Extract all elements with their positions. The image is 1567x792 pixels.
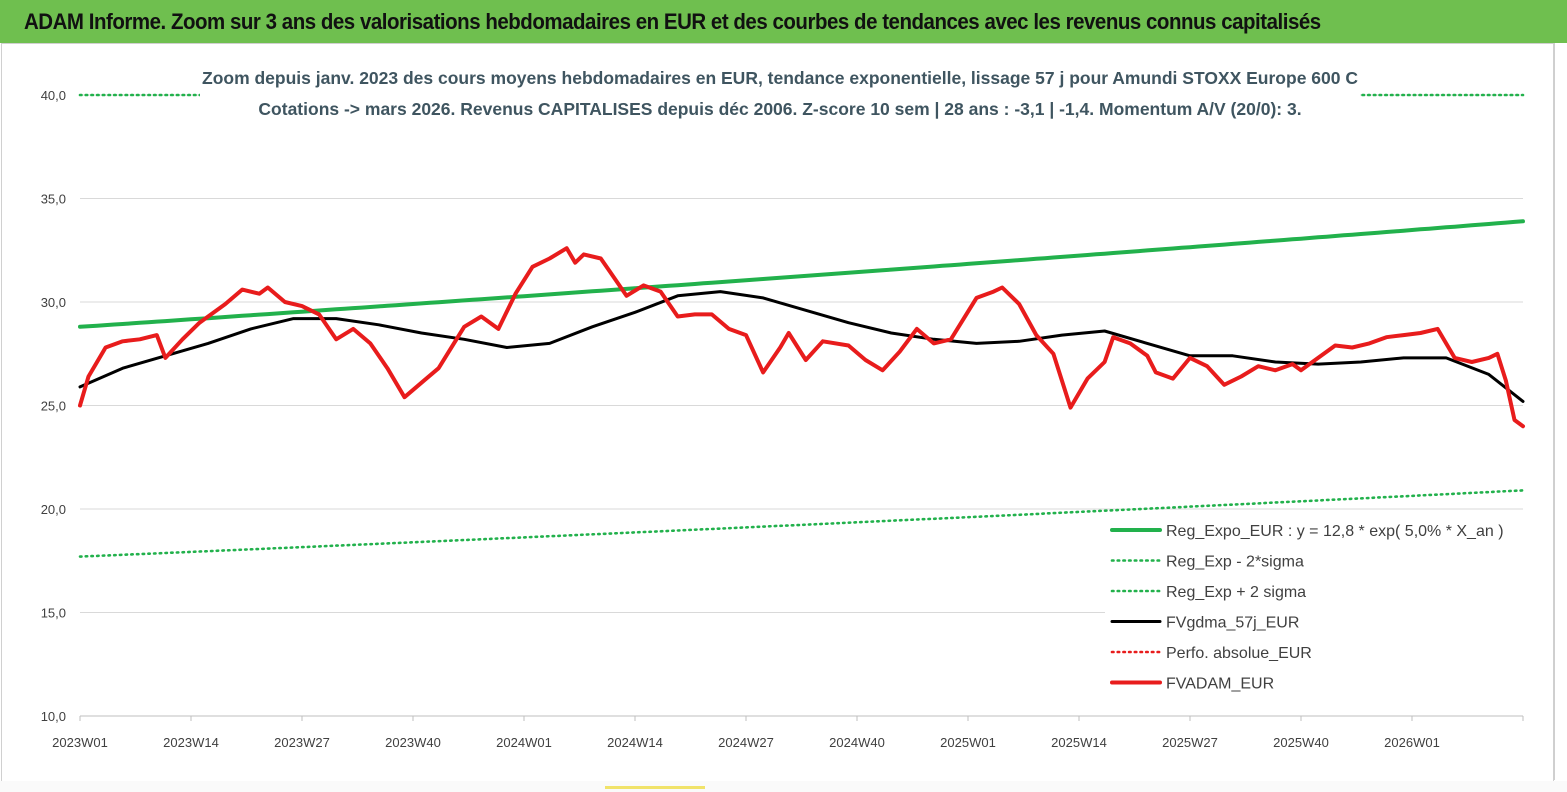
series-lines — [78, 93, 1525, 558]
x-axis-ticks: 2023W01 2023W14 2023W27 2023W40 2024W01 2024W… — [52, 716, 1524, 750]
x-tick-label: 2025W01 — [940, 735, 996, 750]
chart-title-line2: Cotations -> mars 2026. Revenus CAPITALI… — [258, 99, 1301, 119]
y-tick-label: 25,0 — [41, 399, 66, 414]
legend-label: FVgdma_57j_EUR — [1166, 615, 1299, 632]
report-title: ADAM Informe. Zoom sur 3 ans des valoris… — [24, 9, 1321, 34]
series-line-5 — [78, 246, 1525, 429]
right-scroll-strip — [1554, 43, 1567, 780]
chart-legend: Reg_Expo_EUR : y = 12,8 * exp( 5,0% * X_… — [1105, 512, 1525, 702]
bottom-strip — [0, 781, 1567, 792]
y-tick-label: 40,0 — [41, 88, 66, 103]
x-tick-label: 2025W27 — [1162, 735, 1218, 750]
y-tick-label: 30,0 — [41, 295, 66, 310]
report-header: ADAM Informe. Zoom sur 3 ans des valoris… — [0, 0, 1567, 43]
series-line-3 — [78, 290, 1525, 403]
x-tick-label: 2024W40 — [829, 735, 885, 750]
x-tick-label: 2024W01 — [496, 735, 552, 750]
legend-label: Reg_Exp - 2*sigma — [1166, 554, 1304, 571]
x-tick-label: 2024W14 — [607, 735, 663, 750]
y-tick-label: 20,0 — [41, 502, 66, 517]
series-line-1 — [78, 489, 1525, 558]
legend-label: FVADAM_EUR — [1166, 676, 1274, 693]
bottom-marker — [605, 786, 705, 789]
y-tick-label: 35,0 — [41, 192, 66, 207]
y-tick-label: 15,0 — [41, 606, 66, 621]
series-line-0 — [78, 219, 1525, 329]
chart-title-line1: Zoom depuis janv. 2023 des cours moyens … — [202, 68, 1358, 88]
y-axis-ticks: 10,0 15,0 20,0 25,0 30,0 35,0 40,0 — [41, 88, 66, 724]
x-tick-label: 2025W40 — [1273, 735, 1329, 750]
x-tick-label: 2026W01 — [1384, 735, 1440, 750]
legend-background — [1105, 512, 1525, 702]
x-tick-label: 2023W27 — [274, 735, 330, 750]
legend-label: Perfo. absolue_EUR — [1166, 645, 1312, 662]
y-tick-label: 10,0 — [41, 709, 66, 724]
legend-label: Reg_Exp + 2 sigma — [1166, 584, 1306, 601]
x-tick-label: 2025W14 — [1051, 735, 1107, 750]
x-tick-label: 2023W40 — [385, 735, 441, 750]
x-tick-label: 2024W27 — [718, 735, 774, 750]
legend-label: Reg_Expo_EUR : y = 12,8 * exp( 5,0% * X_… — [1166, 523, 1504, 540]
title-background — [200, 60, 1360, 128]
x-tick-label: 2023W01 — [52, 735, 108, 750]
x-tick-label: 2023W14 — [163, 735, 219, 750]
